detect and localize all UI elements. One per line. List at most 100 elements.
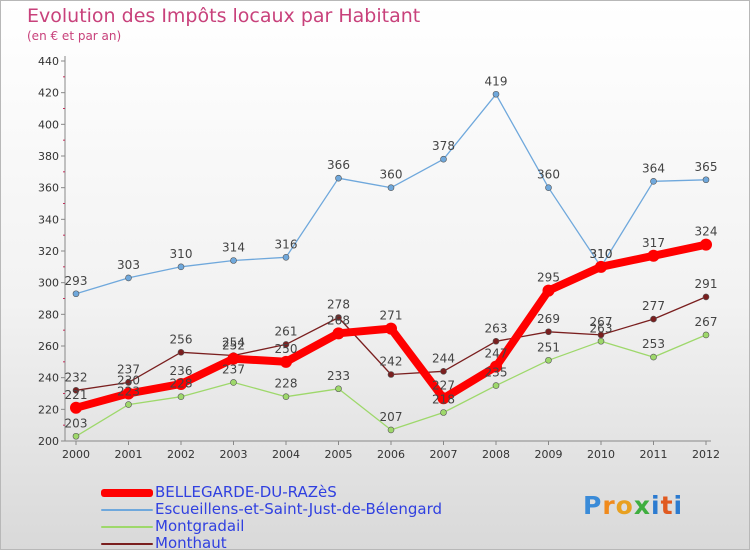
data-point	[440, 155, 447, 163]
data-label: 237	[222, 362, 245, 376]
y-tick-label: 400	[38, 118, 59, 131]
data-label: 360	[380, 168, 403, 182]
data-label: 237	[117, 362, 140, 376]
x-tick-label: 2009	[535, 448, 563, 461]
legend-label: BELLEGARDE-DU-RAZèS	[155, 483, 337, 501]
data-point	[492, 337, 500, 345]
x-tick-label: 2010	[587, 448, 615, 461]
logo-letter: t	[660, 491, 674, 520]
legend-label: Montgradail	[155, 517, 245, 535]
data-label: 232	[65, 370, 88, 384]
x-tick-label: 2012	[692, 448, 720, 461]
data-point	[437, 392, 450, 405]
data-label: 221	[65, 388, 88, 402]
data-point	[227, 352, 240, 365]
data-label: 227	[432, 378, 455, 392]
proxiti-logo: Proxiti	[583, 491, 683, 520]
data-point	[335, 314, 342, 321]
data-label: 269	[537, 312, 560, 326]
data-label: 254	[222, 336, 245, 350]
data-point	[650, 315, 657, 323]
data-point	[125, 274, 132, 282]
data-point	[650, 178, 657, 185]
data-label: 360	[537, 168, 560, 182]
data-point	[647, 249, 660, 262]
data-point	[72, 432, 80, 440]
data-label: 251	[537, 340, 560, 354]
y-tick-label: 200	[38, 435, 59, 448]
legend-swatch	[101, 526, 153, 528]
data-point	[230, 379, 237, 386]
data-label: 267	[590, 315, 613, 329]
data-point	[702, 331, 710, 339]
data-point	[650, 353, 657, 361]
data-point	[282, 393, 290, 400]
x-tick-label: 2011	[640, 448, 668, 461]
data-point	[702, 293, 710, 301]
data-point	[492, 382, 500, 389]
data-label: 378	[432, 139, 455, 153]
y-tick-label: 320	[38, 245, 59, 258]
data-point	[125, 379, 132, 386]
series-labels: 221 230 236 252 250 268 271 227 247 295 310 317 324 2…	[65, 74, 718, 430]
data-point	[545, 328, 552, 336]
data-point	[282, 341, 290, 348]
data-label: 230	[117, 374, 140, 388]
data-label: 310	[590, 247, 613, 261]
data-point	[70, 401, 82, 414]
y-tick-label: 440	[38, 55, 59, 68]
x-tick-label: 2003	[220, 448, 248, 461]
data-label: 218	[432, 393, 455, 407]
y-tick-label: 240	[38, 372, 59, 385]
data-point	[387, 426, 395, 434]
data-point	[387, 371, 395, 378]
data-label: 203	[65, 416, 88, 430]
x-tick-label: 2002	[167, 448, 195, 461]
data-label: 310	[170, 247, 193, 261]
data-label: 366	[327, 158, 350, 172]
logo-letter: x	[633, 491, 651, 520]
legend-label: Monthaut	[155, 534, 227, 552]
x-tick-label: 2007	[430, 448, 458, 461]
y-tick-label: 220	[38, 403, 59, 416]
data-label: 256	[170, 332, 193, 346]
data-point	[440, 368, 447, 375]
data-point	[177, 393, 185, 400]
data-point	[282, 254, 290, 261]
data-point	[387, 184, 395, 191]
data-label: 253	[642, 337, 665, 351]
data-label: 314	[222, 241, 245, 255]
data-label: 233	[327, 369, 350, 383]
logo-letter: P	[583, 491, 603, 520]
legend-swatch	[101, 543, 153, 545]
data-point	[175, 378, 187, 390]
x-tick-label: 2004	[272, 448, 300, 461]
data-point	[72, 290, 80, 298]
data-point	[72, 387, 80, 394]
data-label: 268	[327, 313, 350, 327]
data-label: 317	[642, 236, 665, 250]
data-point	[335, 385, 342, 393]
data-label: 261	[275, 324, 298, 338]
legend-swatch	[101, 509, 153, 511]
data-label: 364	[642, 161, 665, 175]
data-point	[595, 260, 607, 273]
data-point	[545, 356, 552, 364]
series-points	[70, 90, 712, 440]
data-label: 278	[327, 298, 350, 312]
data-label: 228	[275, 377, 298, 391]
data-label: 250	[275, 342, 298, 356]
data-point	[440, 409, 447, 416]
data-label: 263	[590, 321, 613, 335]
data-label: 295	[537, 271, 560, 285]
data-point	[177, 263, 185, 271]
data-point	[125, 401, 132, 408]
data-point	[492, 90, 500, 98]
data-point	[335, 174, 342, 182]
logo-letter: i	[673, 491, 684, 520]
data-label: 419	[485, 74, 508, 88]
data-point	[332, 327, 345, 340]
data-point	[385, 322, 397, 335]
